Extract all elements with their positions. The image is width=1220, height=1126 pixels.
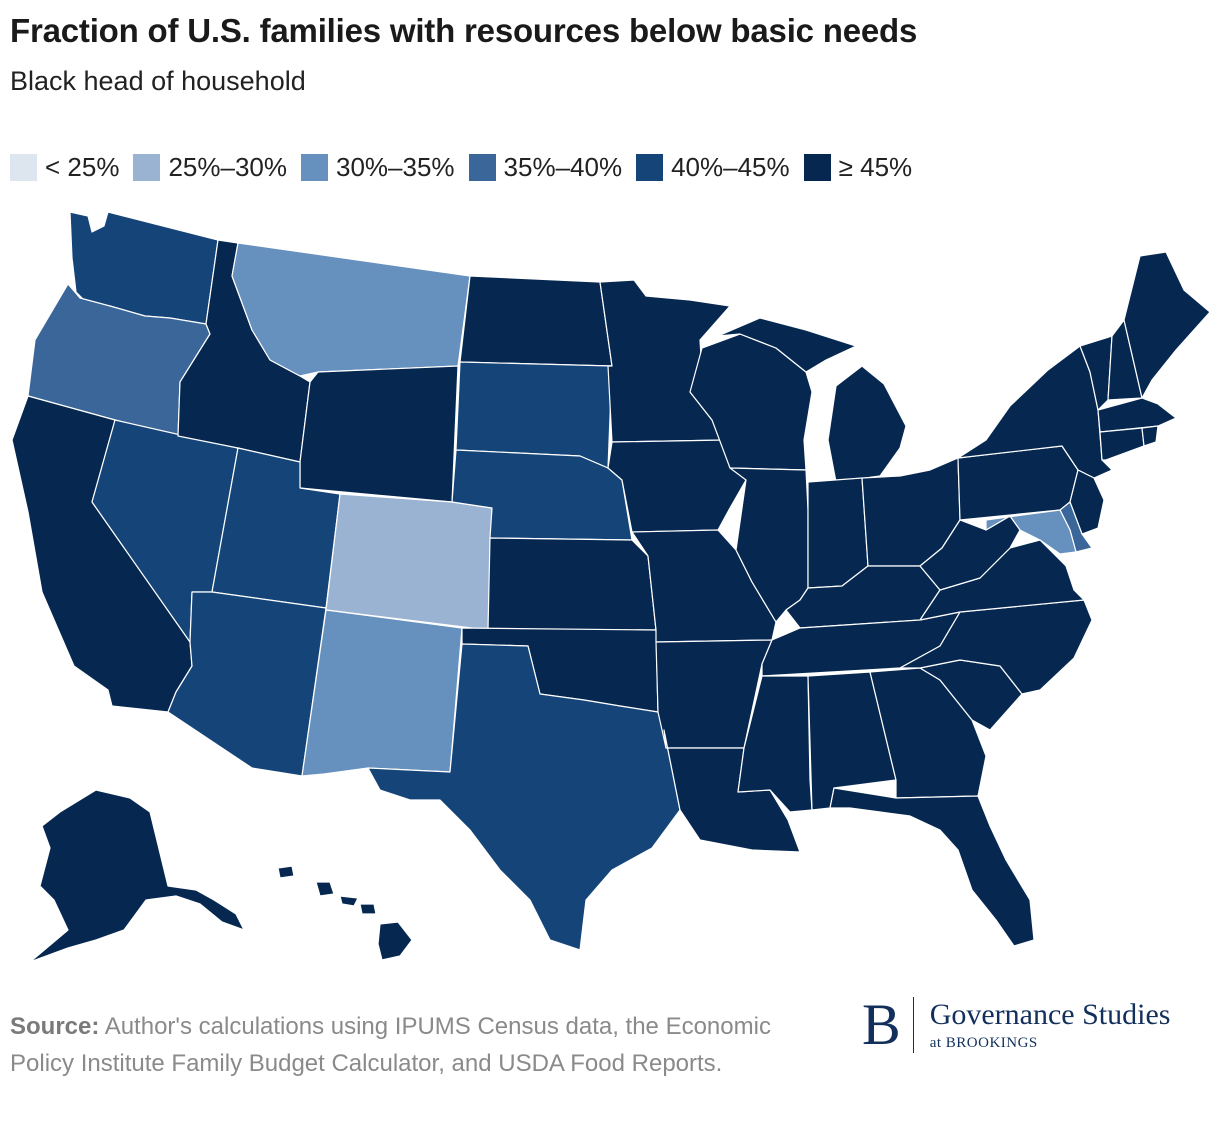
legend-item: 40%–45% <box>636 152 790 183</box>
legend-swatch <box>468 154 496 181</box>
legend-swatch <box>301 154 328 181</box>
state-mi[interactable] <box>717 317 907 483</box>
state-wy[interactable] <box>299 365 459 503</box>
legend-swatch <box>636 154 664 181</box>
state-ct[interactable] <box>1099 427 1145 461</box>
state-tx[interactable] <box>367 643 681 951</box>
logo-letter: B <box>862 992 901 1057</box>
state-in[interactable] <box>807 477 869 589</box>
legend-label: < 25% <box>45 152 120 182</box>
legend-label: 25%–30% <box>168 152 287 182</box>
source-text: Author's calculations using IPUMS Census… <box>10 1013 771 1077</box>
logo-text: Governance Studies at BROOKINGS <box>929 997 1171 1052</box>
state-nm[interactable] <box>301 609 463 777</box>
state-pa[interactable] <box>957 445 1079 521</box>
legend-swatch <box>803 154 831 181</box>
legend-item: 35%–40% <box>468 152 623 183</box>
state-vt[interactable] <box>1079 335 1113 411</box>
brookings-logo: B Governance Studies at BROOKINGS <box>862 996 1170 1054</box>
legend-item: < 25% <box>10 152 119 183</box>
logo-sub: at BROOKINGS <box>929 1034 1038 1051</box>
legend-label: 40%–45% <box>671 152 790 182</box>
chart-subtitle: Black head of household <box>10 66 306 96</box>
state-ks[interactable] <box>487 537 657 631</box>
chart-title: Fraction of U.S. families with resources… <box>10 12 918 49</box>
state-mt[interactable] <box>231 242 471 377</box>
state-hi[interactable] <box>277 865 413 961</box>
logo-divider <box>912 997 914 1053</box>
state-nc[interactable] <box>899 599 1093 695</box>
source-note: Source: Author's calculations using IPUM… <box>10 1008 810 1082</box>
legend-item: 25%–30% <box>133 152 287 183</box>
state-ma[interactable] <box>1097 397 1177 433</box>
legend-swatch <box>10 154 37 181</box>
legend-label: 35%–40% <box>503 152 623 182</box>
legend: < 25% 25%–30% 30%–35% 35%–40% 40%–45% ≥ … <box>10 152 926 183</box>
legend-item: ≥ 45% <box>803 152 913 183</box>
state-ak[interactable] <box>29 789 245 963</box>
us-map <box>11 211 1211 963</box>
state-fl[interactable] <box>829 787 1035 947</box>
state-ri[interactable] <box>1141 425 1159 447</box>
state-md[interactable] <box>985 509 1077 555</box>
state-co[interactable] <box>325 493 493 631</box>
legend-item: 30%–35% <box>301 152 455 183</box>
state-me[interactable] <box>1123 251 1211 399</box>
legend-swatch <box>133 154 161 181</box>
state-az[interactable] <box>167 591 327 777</box>
logo-name: Governance Studies <box>929 997 1171 1031</box>
source-label: Source: <box>10 1013 100 1040</box>
legend-label: ≥ 45% <box>838 152 913 182</box>
legend-label: 30%–35% <box>336 152 455 182</box>
state-nd[interactable] <box>459 275 613 367</box>
